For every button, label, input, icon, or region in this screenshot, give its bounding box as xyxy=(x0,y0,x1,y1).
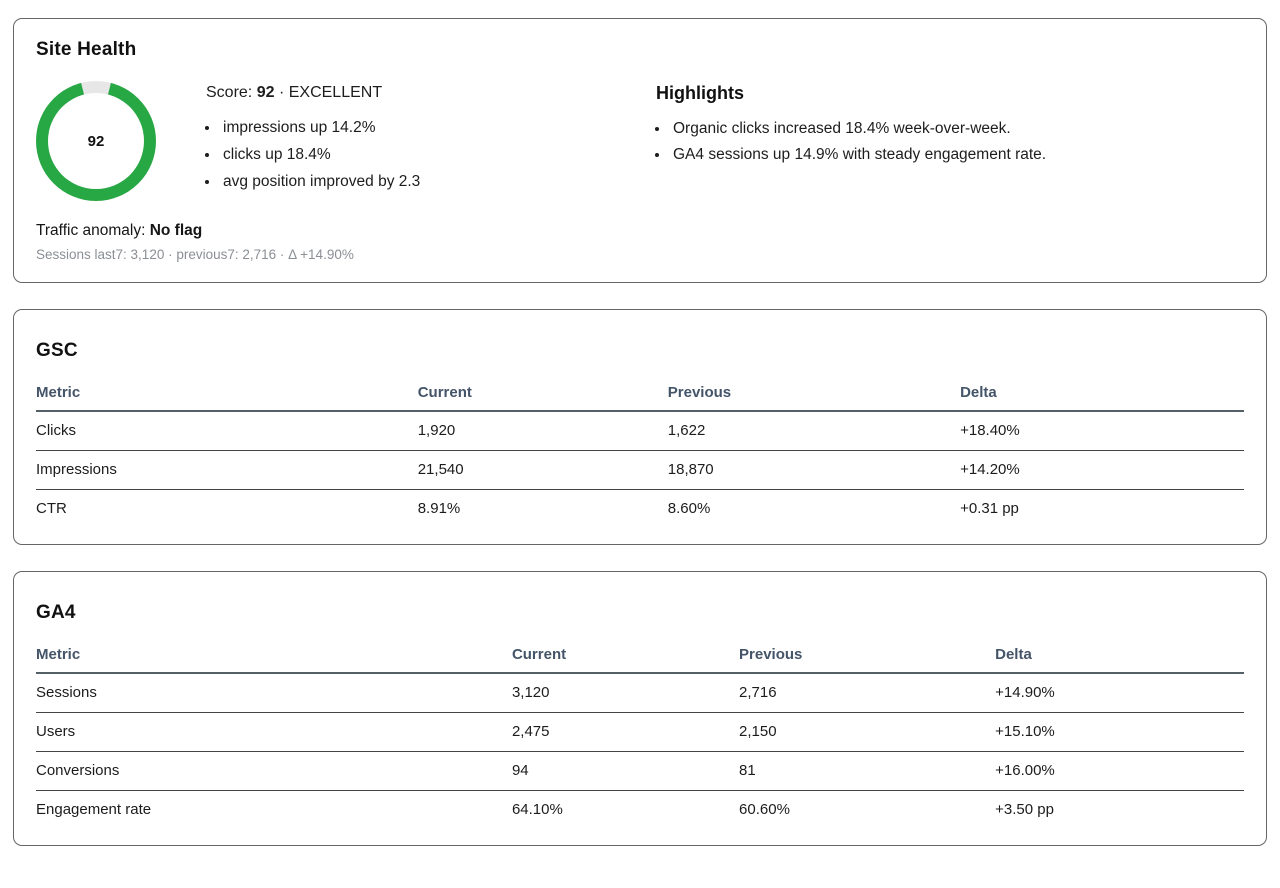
score-value: 92 xyxy=(256,84,275,101)
column-header-current: Current xyxy=(511,646,740,674)
gsc-title: GSC xyxy=(36,340,78,361)
site-health-content: 92 Score: 92 · EXCELLENT impressions up … xyxy=(36,81,1244,201)
table-row: Impressions 21,540 18,870 +14.20% xyxy=(36,450,1244,490)
cell-metric: Engagement rate xyxy=(36,801,152,818)
cell-previous: 2,716 xyxy=(739,673,996,713)
anomaly-label: Traffic anomaly: xyxy=(36,222,146,239)
health-score-donut-chart: 92 xyxy=(36,81,156,201)
site-health-title: Site Health xyxy=(36,39,137,60)
table-header-row: Metric Current Previous Delta xyxy=(36,384,1244,412)
health-score-section: 92 Score: 92 · EXCELLENT impressions up … xyxy=(36,81,656,201)
cell-metric: Conversions xyxy=(36,751,512,791)
cell-delta: +3.50 pp xyxy=(995,801,1054,818)
cell-previous: 18,870 xyxy=(667,450,961,490)
health-bullet-list: impressions up 14.2% clicks up 18.4% avg… xyxy=(206,114,420,195)
cell-previous: 8.60% xyxy=(667,500,711,517)
cell-current: 1,920 xyxy=(417,411,668,451)
gsc-table: Metric Current Previous Delta Clicks 1,9… xyxy=(36,384,1244,524)
anomaly-value: No flag xyxy=(149,222,203,239)
highlights-list: Organic clicks increased 18.4% week-over… xyxy=(656,116,1244,168)
cell-delta: +14.20% xyxy=(960,450,1244,490)
column-header-current: Current xyxy=(417,384,668,412)
highlights-title: Highlights xyxy=(656,83,744,103)
table-row: CTR 8.91% 8.60% +0.31 pp xyxy=(36,490,1244,525)
table-row: Conversions 94 81 +16.00% xyxy=(36,751,1244,791)
column-header-metric: Metric xyxy=(36,384,418,412)
score-line: Score: 92 · EXCELLENT xyxy=(206,84,420,102)
cell-current: 2,475 xyxy=(511,712,740,752)
score-status: · EXCELLENT xyxy=(278,84,383,101)
traffic-anomaly-line: Traffic anomaly: No flag xyxy=(36,222,1244,240)
donut-center: 92 xyxy=(48,93,144,189)
cell-current: 94 xyxy=(511,751,740,791)
ga4-table: Metric Current Previous Delta Sessions 3… xyxy=(36,646,1244,825)
cell-current: 3,120 xyxy=(511,673,740,713)
cell-delta: +18.40% xyxy=(960,411,1244,451)
column-header-delta: Delta xyxy=(995,646,1244,674)
list-item: clicks up 18.4% xyxy=(220,141,420,168)
cell-delta: +15.10% xyxy=(995,712,1244,752)
cell-delta: +0.31 pp xyxy=(960,500,1019,517)
cell-current: 64.10% xyxy=(511,801,563,818)
column-header-previous: Previous xyxy=(739,646,996,674)
ga4-title: GA4 xyxy=(36,602,76,623)
cell-delta: +14.90% xyxy=(995,673,1244,713)
cell-metric: Impressions xyxy=(36,450,418,490)
cell-metric: Users xyxy=(36,712,512,752)
list-item: impressions up 14.2% xyxy=(220,114,420,141)
cell-previous: 60.60% xyxy=(739,801,790,818)
table-row: Engagement rate 64.10% 60.60% +3.50 pp xyxy=(36,791,1244,826)
column-header-metric: Metric xyxy=(36,646,512,674)
sessions-meta-line: Sessions last7: 3,120 · previous7: 2,716… xyxy=(36,247,354,262)
cell-previous: 1,622 xyxy=(667,411,961,451)
column-header-previous: Previous xyxy=(667,384,961,412)
ga4-card: GA4 Metric Current Previous Delta Sessio… xyxy=(13,571,1267,846)
cell-current: 21,540 xyxy=(417,450,668,490)
cell-current: 8.91% xyxy=(417,500,461,517)
cell-metric: Clicks xyxy=(36,411,418,451)
donut-score-value: 92 xyxy=(87,132,105,150)
cell-delta: +16.00% xyxy=(995,751,1244,791)
table-row: Sessions 3,120 2,716 +14.90% xyxy=(36,673,1244,713)
table-row: Users 2,475 2,150 +15.10% xyxy=(36,712,1244,752)
cell-metric: Sessions xyxy=(36,673,512,713)
list-item: GA4 sessions up 14.9% with steady engage… xyxy=(670,142,1244,168)
cell-previous: 81 xyxy=(739,751,996,791)
gsc-card: GSC Metric Current Previous Delta Clicks… xyxy=(13,309,1267,545)
table-header-row: Metric Current Previous Delta xyxy=(36,646,1244,674)
score-summary: Score: 92 · EXCELLENT impressions up 14.… xyxy=(206,84,420,201)
table-row: Clicks 1,920 1,622 +18.40% xyxy=(36,411,1244,451)
column-header-delta: Delta xyxy=(960,384,1244,412)
highlights-section: Highlights Organic clicks increased 18.4… xyxy=(656,81,1244,168)
cell-previous: 2,150 xyxy=(739,712,996,752)
list-item: Organic clicks increased 18.4% week-over… xyxy=(670,116,1244,142)
site-health-card: Site Health 92 Score: 92 · EXCELLENT imp… xyxy=(13,18,1267,283)
list-item: avg position improved by 2.3 xyxy=(220,168,420,195)
score-label: Score: xyxy=(206,84,253,101)
cell-metric: CTR xyxy=(36,500,67,517)
